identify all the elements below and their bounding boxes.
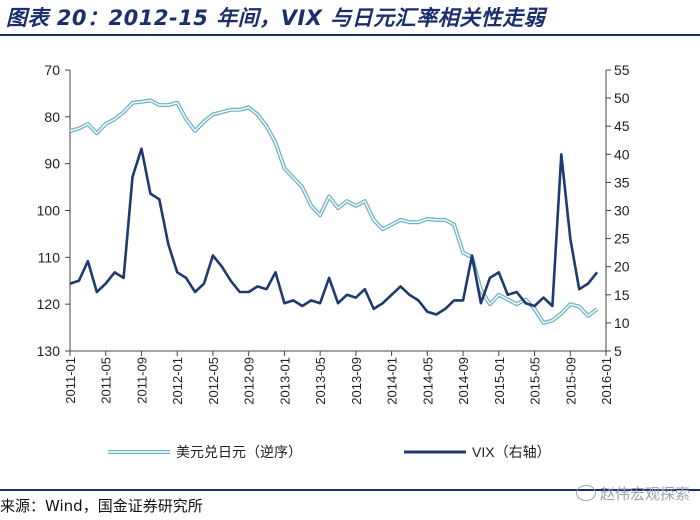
x-tick-label: 2016-01	[599, 357, 614, 405]
right-tick-label: 10	[614, 315, 630, 331]
right-tick-label: 20	[614, 259, 630, 275]
usdjpy-line-inner	[69, 99, 598, 324]
left-tick-label: 110	[38, 249, 61, 265]
legend-usdjpy-label: 美元兑日元（逆序）	[176, 444, 302, 460]
x-tick-label: 2013-01	[277, 357, 292, 405]
footer-divider	[0, 489, 700, 491]
x-tick-label: 2015-05	[528, 357, 543, 405]
chart-axes: 70 80 90 100 110 120 130 5 10 15 20 25 30 35 40 45 50 55 2…	[37, 62, 630, 405]
x-tick-label: 2011-09	[134, 357, 149, 404]
x-tick-label: 2012-09	[242, 357, 257, 405]
watermark-text: 赵伟宏观探索	[599, 485, 690, 503]
source-note: 来源：Wind，国金证券研究所	[0, 497, 203, 515]
x-tick-label: 2012-05	[206, 357, 221, 405]
right-tick-label: 50	[614, 90, 630, 106]
right-tick-label: 40	[614, 146, 630, 162]
left-tick-label: 80	[44, 109, 60, 125]
right-tick-label: 5	[614, 343, 622, 359]
left-tick-label: 70	[44, 62, 60, 78]
right-tick-label: 25	[614, 231, 630, 247]
x-tick-label: 2013-05	[313, 357, 328, 405]
chart-series	[69, 98, 599, 325]
chart-title: 图表 20：2012-15 年间，VIX 与日元汇率相关性走弱	[6, 6, 546, 30]
right-tick-label: 55	[614, 62, 630, 78]
right-tick-label: 15	[614, 287, 630, 303]
right-tick-label: 30	[614, 203, 630, 219]
x-tick-label: 2014-09	[456, 357, 471, 405]
wechat-icon	[575, 485, 596, 501]
left-tick-label: 90	[44, 156, 60, 172]
legend-vix-label: VIX（右轴）	[472, 444, 551, 460]
left-tick-label: 130	[37, 343, 61, 359]
x-tick-label: 2014-01	[385, 357, 400, 405]
vix-line	[69, 147, 599, 316]
chart-canvas: 70 80 90 100 110 120 130 5 10 15 20 25 30 35 40 45 50 55 2…	[37, 62, 630, 460]
watermark: 赵伟宏观探索	[575, 483, 690, 504]
x-tick-label: 2011-01	[63, 357, 78, 404]
x-tick-label: 2015-01	[492, 357, 507, 405]
left-tick-label: 120	[37, 296, 61, 312]
x-tick-label: 2011-05	[99, 357, 114, 404]
x-tick-label: 2015-09	[563, 357, 578, 405]
x-tick-label: 2013-09	[349, 357, 364, 405]
left-tick-label: 100	[37, 203, 61, 219]
x-tick-label: 2012-01	[170, 357, 185, 405]
x-tick-label: 2014-05	[420, 357, 435, 405]
right-tick-label: 45	[614, 118, 630, 134]
chart-legend: 美元兑日元（逆序） VIX（右轴）	[108, 444, 551, 460]
right-tick-label: 35	[614, 174, 630, 190]
title-divider	[0, 34, 700, 36]
